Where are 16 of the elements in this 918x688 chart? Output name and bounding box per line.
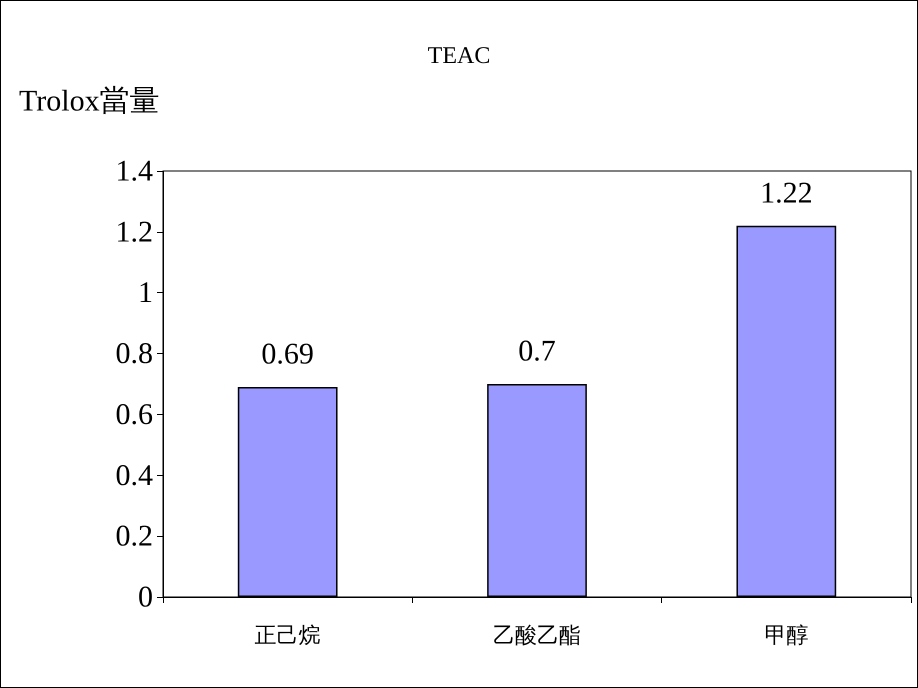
data-label: 0.69 [261,338,314,371]
y-tick-label: 0.4 [116,458,153,492]
chart-title: TEAC [428,43,490,69]
y-tick-label: 0.6 [116,398,153,431]
y-tick-label: 0.2 [116,520,153,553]
y-tick-label: 0.8 [116,337,153,370]
y-tick-label: 1.2 [116,215,153,248]
x-tick-label: 甲醇 [764,624,808,648]
y-axis-title: Trolox當量 [19,84,160,118]
data-label: 0.7 [518,334,556,368]
x-tick-label: 正己烷 [254,624,321,648]
y-tick-label: 0 [138,580,153,614]
y-tick-label: 1 [138,276,153,310]
data-label: 1.22 [760,176,813,210]
y-tick-label: 1.4 [116,154,153,188]
x-tick-label: 乙酸乙酯 [493,624,581,648]
